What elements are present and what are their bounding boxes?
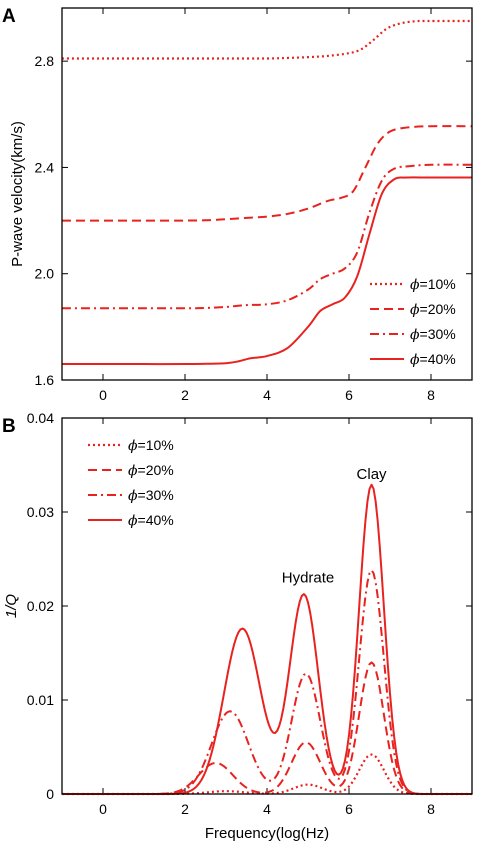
- panel-label-a: A: [2, 6, 16, 27]
- legend-label: ϕ=10%: [128, 437, 174, 454]
- panel-label-b: B: [2, 416, 16, 437]
- y-tick-label: 0.04: [27, 410, 54, 426]
- y-tick-label: 0.03: [27, 504, 54, 520]
- legend-label: ϕ=20%: [410, 301, 456, 318]
- x-tick-label: 6: [345, 387, 353, 403]
- tick-marks-b: [62, 417, 472, 795]
- plot-frame-a: [61, 7, 473, 381]
- plot-frame-b: [61, 417, 473, 795]
- annotations-b: Hydrate Clay: [282, 466, 387, 586]
- legend-b: ϕ=10% ϕ=20% ϕ=30% ϕ=40%: [88, 437, 174, 529]
- y-tick-label: 2.8: [35, 53, 55, 69]
- series-group-b: [62, 483, 472, 796]
- annotation-label: Clay: [357, 466, 388, 483]
- x-axis-label-b: Frequency(log(Hz): [205, 825, 329, 842]
- tick-labels-b: 0 2 4 6 8 0 0.01 0.02 0.03 0.04: [27, 410, 435, 817]
- series-line: [61, 19, 473, 60]
- panel-b-attenuation-chart: B 0 2 4 6 8 0 0.01 0.02 0.03 0.04 1/Q Frequency(l…: [2, 410, 473, 842]
- legend-label: ϕ=30%: [410, 326, 456, 343]
- series-line: [62, 125, 473, 222]
- y-tick-label: 0.02: [27, 598, 54, 614]
- series-line: [61, 176, 472, 366]
- x-tick-label: 0: [99, 387, 107, 403]
- y-axis-label-a: P-wave velocity(km/s): [9, 121, 26, 267]
- x-tick-label: 4: [263, 387, 271, 403]
- tick-marks-a: [62, 8, 472, 381]
- y-axis-label-b: 1/Q: [3, 594, 20, 619]
- y-tick-label: 0: [46, 786, 54, 802]
- panel-a-velocity-chart: A 0 2 4 6 8 1.6 2.0 2.4 2.8 P-wave velocity(km/s…: [2, 6, 473, 403]
- legend-label: ϕ=40%: [128, 512, 174, 529]
- series-line: [62, 569, 472, 795]
- legend-label: ϕ=30%: [128, 487, 174, 504]
- y-tick-label: 2.4: [35, 159, 55, 175]
- legend-label: ϕ=40%: [410, 351, 456, 368]
- y-tick-label: 2.0: [35, 266, 55, 282]
- x-tick-label: 4: [263, 801, 271, 817]
- y-tick-label: 1.6: [35, 372, 55, 388]
- x-tick-label: 6: [345, 801, 353, 817]
- tick-labels-a: 0 2 4 6 8 1.6 2.0 2.4 2.8: [35, 53, 436, 403]
- legend-label: ϕ=20%: [128, 462, 174, 479]
- y-tick-label: 0.01: [27, 692, 54, 708]
- annotation-label: Hydrate: [282, 570, 335, 587]
- x-tick-label: 2: [181, 387, 189, 403]
- x-tick-label: 2: [181, 801, 189, 817]
- x-tick-label: 0: [99, 801, 107, 817]
- series-line: [62, 163, 473, 310]
- x-tick-label: 8: [427, 801, 435, 817]
- series-line: [62, 661, 472, 795]
- x-tick-label: 8: [427, 387, 435, 403]
- legend-a: ϕ=10% ϕ=20% ϕ=30% ϕ=40%: [370, 276, 456, 368]
- series-group-a: [61, 19, 473, 366]
- series-line: [62, 483, 472, 795]
- legend-label: ϕ=10%: [410, 276, 456, 293]
